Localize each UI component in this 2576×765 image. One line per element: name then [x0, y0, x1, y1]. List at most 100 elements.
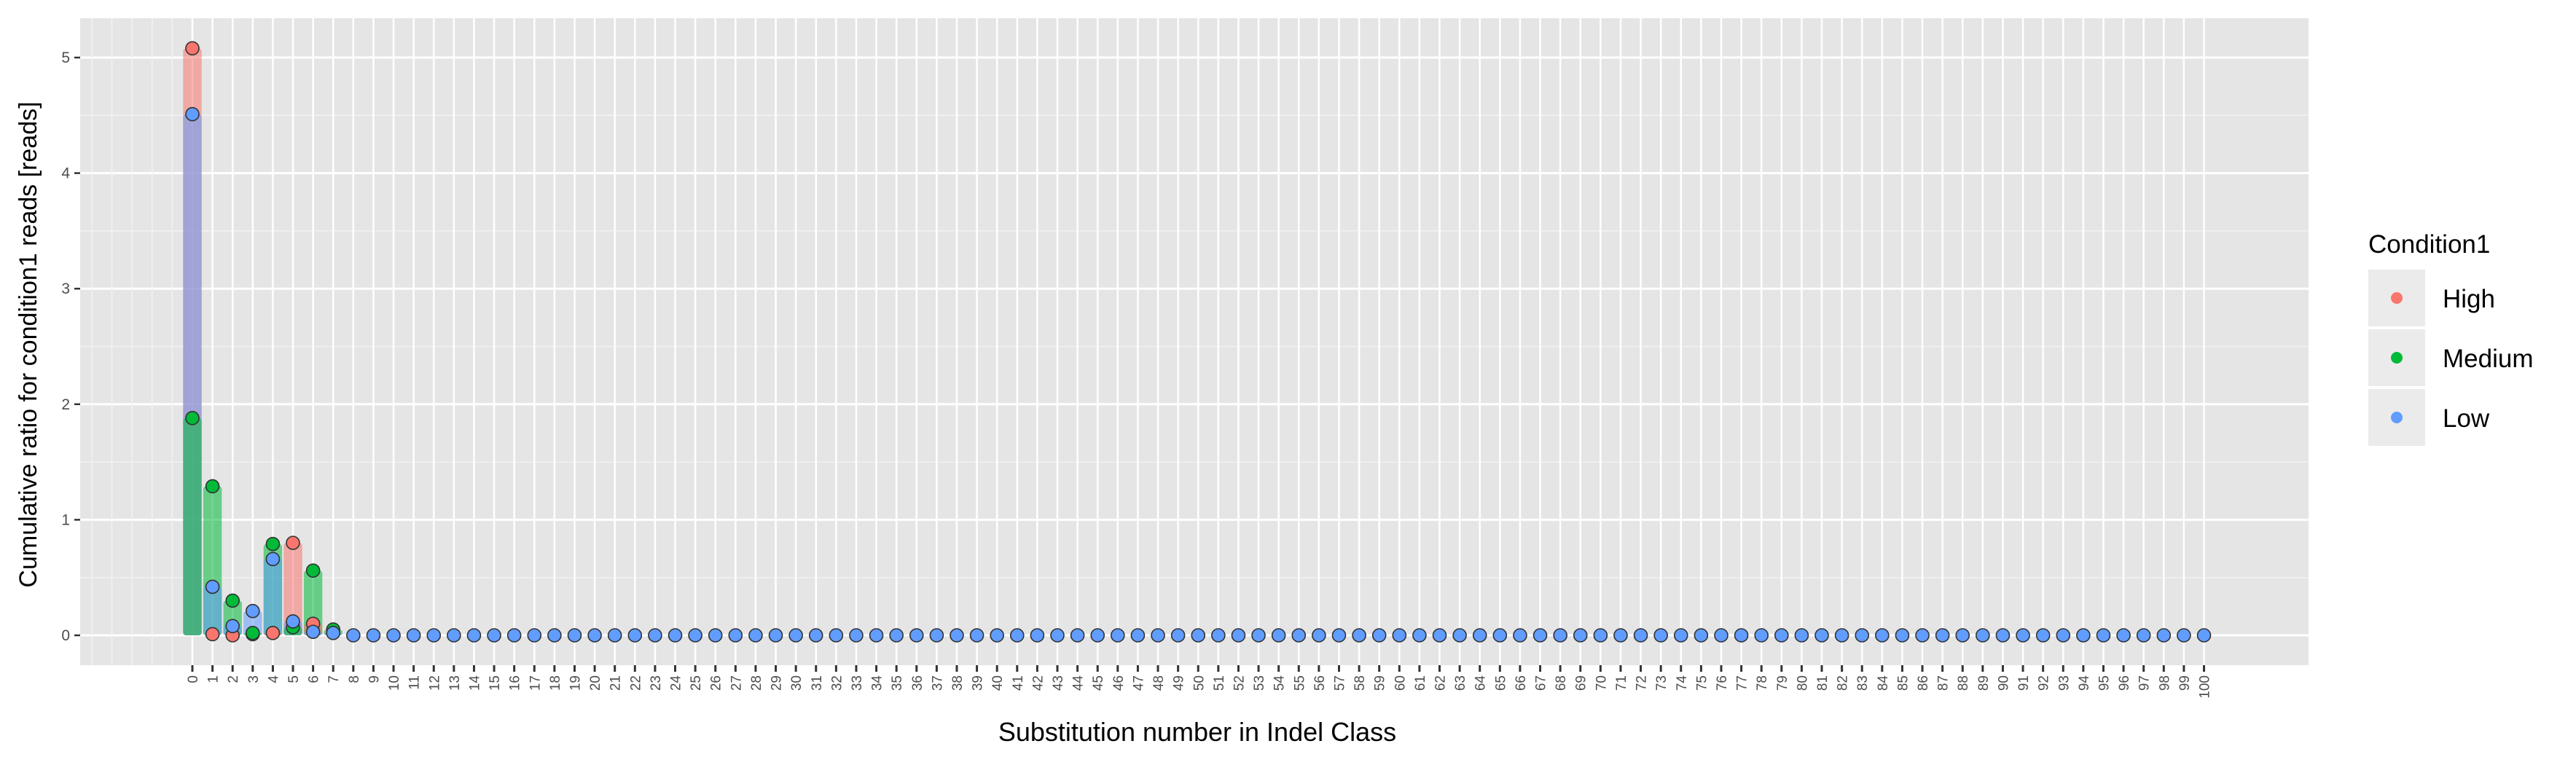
point-medium-6 [305, 563, 321, 578]
x-tick-label: 94 [2077, 675, 2092, 691]
legend-symbol-high [2391, 292, 2403, 304]
point-low-68 [1553, 628, 1567, 643]
point-high-1 [205, 627, 220, 642]
point-low-29 [768, 628, 783, 643]
point-low-23 [648, 628, 662, 643]
x-tick-label: 2 [226, 675, 241, 683]
bar-high-5 [283, 543, 302, 635]
x-tick-label: 61 [1413, 675, 1428, 691]
point-low-46 [1111, 628, 1125, 643]
points-layer [185, 41, 2212, 643]
point-medium-2 [225, 593, 240, 608]
panel-background [80, 18, 2309, 665]
x-tick-label: 40 [990, 675, 1006, 691]
legend-label-low: Low [2443, 404, 2490, 433]
x-tick-label: 38 [950, 675, 966, 691]
x-tick-label: 46 [1111, 675, 1127, 691]
x-tick-label: 69 [1574, 675, 1589, 691]
y-axis-title: Cumulative ratio for condition1 reads [r… [15, 101, 42, 587]
point-low-14 [466, 628, 482, 643]
point-low-76 [1714, 628, 1729, 643]
point-low-82 [1834, 628, 1849, 643]
point-low-88 [1955, 628, 1970, 643]
point-low-20 [587, 628, 602, 643]
point-low-63 [1452, 628, 1467, 643]
x-tick-label: 62 [1433, 675, 1449, 691]
point-low-69 [1573, 628, 1588, 643]
x-tick-label: 44 [1071, 675, 1087, 691]
point-low-11 [406, 628, 421, 643]
x-tick-label: 12 [427, 675, 442, 691]
x-tick-label: 96 [2117, 675, 2132, 691]
x-tick-label: 34 [870, 675, 885, 691]
point-low-83 [1855, 628, 1870, 643]
x-tick-label: 85 [1895, 675, 1911, 691]
x-tick-label: 16 [508, 675, 523, 691]
point-low-81 [1814, 628, 1829, 643]
x-tick-label: 66 [1514, 675, 1529, 691]
x-tick-label: 71 [1614, 675, 1629, 691]
x-tick-label: 65 [1493, 675, 1508, 691]
x-tick-label: 92 [2037, 675, 2052, 691]
x-tick-label: 1 [206, 675, 222, 683]
x-tick-label: 73 [1654, 675, 1669, 691]
point-low-6 [305, 624, 321, 640]
point-low-71 [1613, 628, 1628, 643]
point-low-90 [1995, 628, 2011, 643]
point-low-98 [2156, 628, 2172, 643]
point-low-25 [688, 628, 702, 643]
x-tick-label: 41 [1011, 675, 1026, 691]
x-tick-label: 97 [2137, 675, 2153, 691]
point-low-16 [506, 628, 522, 643]
x-tick-label: 87 [1936, 675, 1951, 691]
x-tick-label: 21 [608, 675, 624, 691]
y-tick-label: 5 [61, 50, 70, 66]
x-tick-label: 49 [1172, 675, 1187, 691]
point-high-0 [185, 41, 200, 56]
point-low-92 [2035, 628, 2051, 643]
x-tick-label: 23 [649, 675, 664, 691]
y-tick-label: 3 [61, 280, 70, 297]
point-low-27 [728, 628, 743, 643]
point-low-95 [2096, 628, 2111, 643]
bar-low-4 [263, 559, 283, 635]
point-low-45 [1090, 628, 1105, 643]
point-low-34 [869, 628, 884, 643]
x-tick-label: 55 [1292, 675, 1307, 691]
x-tick-label: 14 [467, 675, 482, 691]
point-low-99 [2177, 628, 2191, 643]
point-low-50 [1191, 628, 1206, 643]
x-tick-label: 30 [789, 675, 804, 691]
x-tick-label: 7 [326, 675, 342, 683]
x-tick-label: 53 [1252, 675, 1267, 691]
point-low-67 [1532, 628, 1548, 643]
x-tick-label: 48 [1151, 675, 1167, 691]
x-tick-label: 50 [1191, 675, 1207, 691]
legend-symbol-low [2391, 412, 2403, 423]
point-low-1 [205, 579, 220, 595]
x-tick-label: 74 [1675, 675, 1690, 691]
plot-panel [80, 18, 2309, 665]
x-tick-label: 25 [689, 675, 704, 691]
point-low-32 [829, 628, 844, 643]
x-tick-label: 91 [2016, 675, 2032, 691]
x-tick-label: 36 [910, 675, 925, 691]
bar-low-1 [203, 586, 222, 635]
x-tick-label: 93 [2056, 675, 2072, 691]
x-tick-label: 8 [347, 675, 362, 683]
x-tick-label: 64 [1473, 675, 1489, 691]
x-tick-label: 90 [1996, 675, 2011, 691]
point-low-93 [2056, 628, 2071, 643]
point-low-33 [849, 628, 864, 643]
x-tick-label: 67 [1534, 675, 1549, 691]
point-low-66 [1513, 628, 1527, 643]
x-tick-label: 52 [1232, 675, 1247, 691]
x-tick-label: 9 [367, 675, 382, 683]
x-tick-label: 51 [1212, 675, 1227, 691]
point-low-61 [1412, 628, 1427, 643]
x-tick-label: 58 [1352, 675, 1368, 691]
point-low-80 [1794, 628, 1809, 643]
x-tick-label: 57 [1332, 675, 1347, 691]
point-medium-3 [246, 626, 260, 640]
